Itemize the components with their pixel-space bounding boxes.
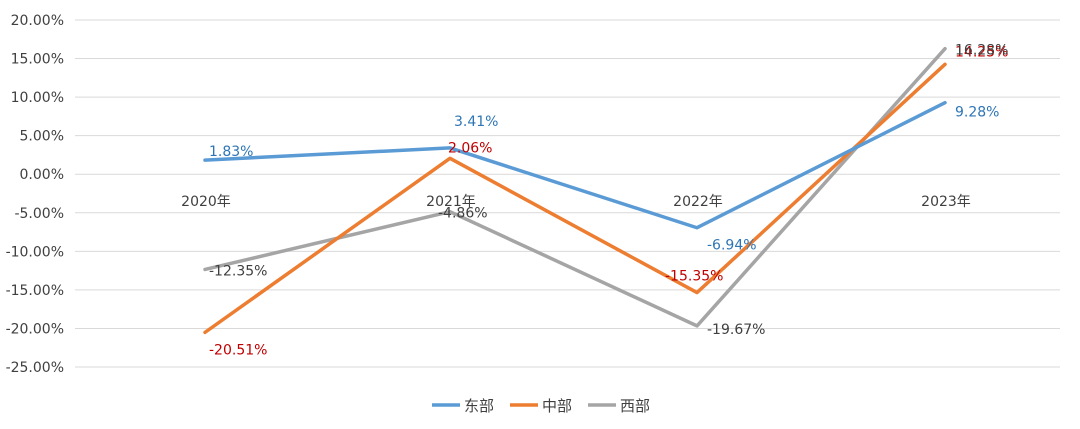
legend-label: 西部 [620,397,650,415]
data-labels: 1.83% 3.41% -6.94% 9.28% -20.51% 2.06% -15.35%… [209,43,1008,359]
y-tick-label: -25.00% [6,360,64,376]
x-axis-categories: 2020年 2021年 2022年 2023年 [181,194,971,210]
category-label: 2020年 [181,194,231,210]
gridlines [75,19,1060,368]
y-tick-label: 20.00% [11,13,64,29]
y-tick-label: -20.00% [6,321,64,337]
data-label: 14.25% [955,44,1008,60]
y-tick-label: 15.00% [11,52,64,68]
data-label: 3.41% [454,114,498,130]
data-label: 1.83% [209,144,253,160]
data-label: -6.94% [707,238,757,254]
y-tick-label: 5.00% [20,129,64,145]
data-label: -19.67% [707,322,765,338]
series-line-1 [203,100,947,230]
y-tick-label: -10.00% [6,244,64,260]
data-label: 2.06% [448,140,492,156]
series-line-2 [203,62,947,335]
category-label: 2023年 [921,194,971,210]
legend-label: 中部 [542,397,572,415]
y-tick-label: -15.00% [6,283,64,299]
data-label: -12.35% [209,263,267,279]
y-tick-label: 10.00% [11,90,64,106]
series-lines [203,46,947,335]
data-label: -4.86% [438,206,488,222]
data-label: -20.51% [209,342,267,358]
data-label: 16.28% [955,43,1008,59]
legend-label: 东部 [464,397,494,415]
y-axis-ticks: 20.00% 15.00% 10.00% 5.00% 0.00% -5.00% -10.00… [6,13,64,376]
legend: 东部 中部 西部 [432,397,650,415]
category-label: 2022年 [673,194,723,210]
series-line-3 [203,46,947,328]
y-tick-label: 0.00% [20,167,64,183]
category-label: 2021年 [426,194,476,210]
data-label: 9.28% [955,105,999,121]
data-label: -15.35% [665,269,723,285]
y-tick-label: -5.00% [14,206,64,222]
